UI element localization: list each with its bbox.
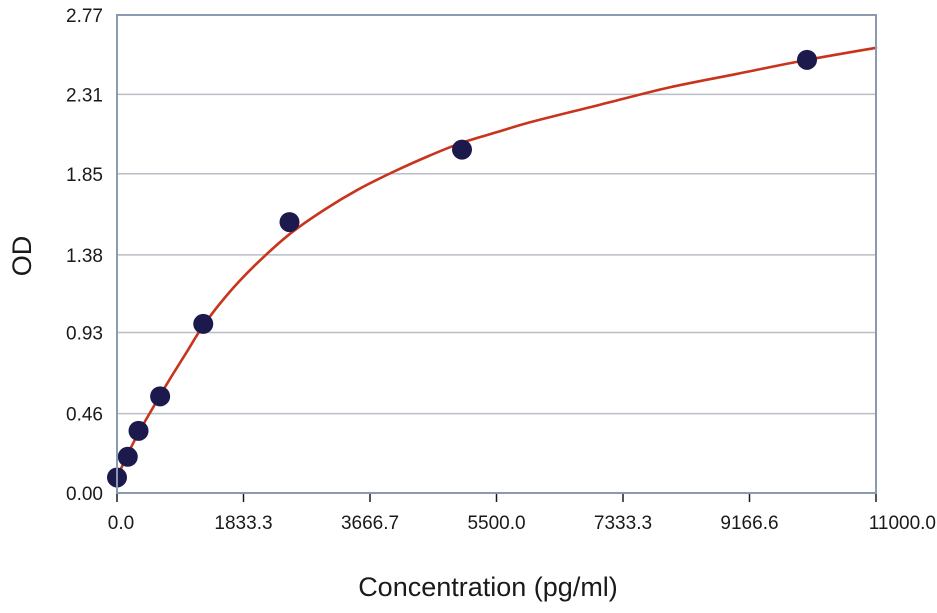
x-axis-tick-labels: 0.0 1833.3 3666.7 5500.0 7333.3 9166.6 11000.0 <box>108 513 936 534</box>
data-point <box>117 446 138 467</box>
x-tick-label: 1833.3 <box>214 513 272 534</box>
grid-lines <box>117 93 876 415</box>
y-tick-label: 2.31 <box>66 85 103 106</box>
x-axis-ticks <box>116 493 877 502</box>
y-tick-label: 1.85 <box>66 165 103 186</box>
y-axis-tick-labels: 0.00 0.46 0.93 1.38 1.85 2.31 2.77 <box>66 6 103 505</box>
data-points <box>107 49 817 488</box>
x-tick-label: 3666.7 <box>341 513 399 534</box>
data-point <box>150 386 171 407</box>
data-point <box>193 313 214 334</box>
x-tick-label: 5500.0 <box>467 513 525 534</box>
x-tick-label: 7333.3 <box>594 513 652 534</box>
x-tick-label: 0.0 <box>108 513 134 534</box>
y-axis-title: OD <box>7 236 37 277</box>
y-tick-label: 0.46 <box>66 405 103 426</box>
data-point <box>279 212 300 233</box>
x-tick-label: 9166.6 <box>720 513 778 534</box>
plot-frame <box>116 14 877 494</box>
data-point <box>452 139 472 160</box>
y-tick-label: 2.77 <box>66 6 103 27</box>
y-tick-label: 0.00 <box>66 484 103 505</box>
y-tick-label: 0.93 <box>66 324 103 345</box>
data-point <box>797 49 817 70</box>
data-point <box>128 420 149 441</box>
x-axis-title: Concentration (pg/ml) <box>358 572 618 602</box>
y-tick-label: 1.38 <box>66 246 103 267</box>
x-tick-label: 11000.0 <box>869 513 936 534</box>
